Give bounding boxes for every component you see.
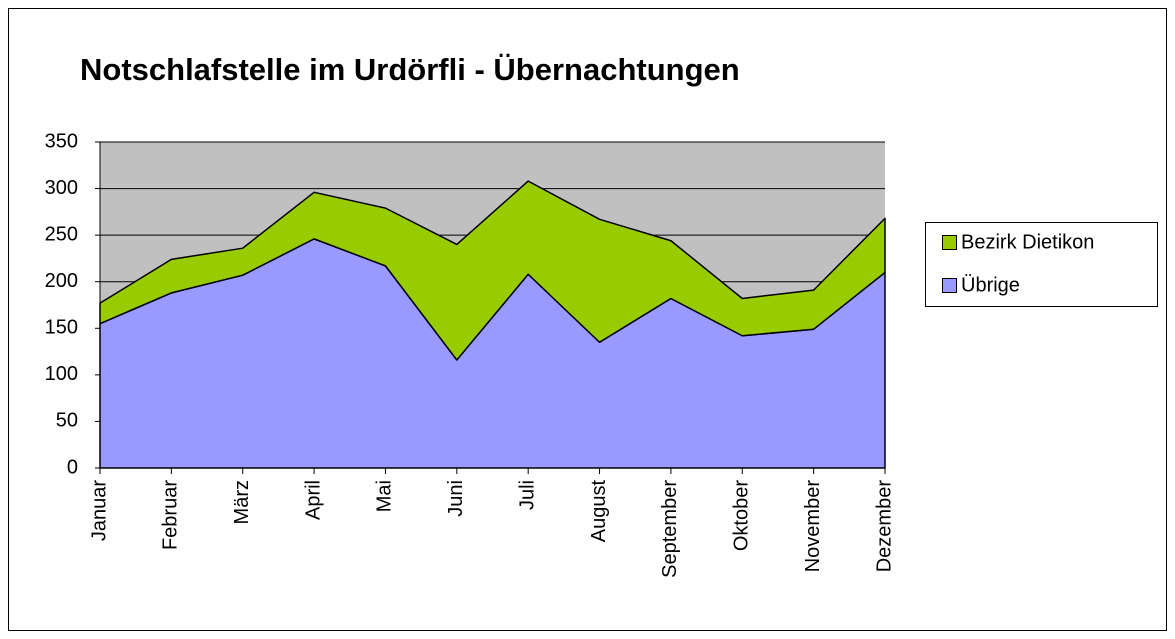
x-tick-label: September (659, 480, 681, 578)
y-tick-label: 50 (56, 410, 78, 432)
y-tick-label: 350 (45, 130, 78, 152)
area (99, 180, 886, 361)
x-tick-label: Februar (160, 480, 182, 550)
y-tick-label: 300 (45, 177, 78, 199)
legend-label: Übrige (961, 274, 1020, 296)
x-tick-label: Januar (88, 480, 110, 541)
y-tick-label: 100 (45, 363, 78, 385)
x-tick-label: Mai (374, 480, 396, 512)
chart-title: Notschlafstelle im Urdörfli - Übernachtu… (80, 52, 740, 87)
x-tick-label: Juni (445, 480, 467, 517)
x-tick-label: Dezember (873, 480, 895, 573)
x-tick-label: Juli (516, 480, 538, 510)
legend-swatch (942, 235, 957, 250)
legend-swatch (942, 278, 957, 293)
y-tick-label: 200 (45, 270, 78, 292)
x-tick-label: März (231, 480, 253, 524)
y-tick-label: 0 (67, 456, 78, 478)
x-tick-label: August (588, 480, 610, 543)
legend-label: Bezirk Dietikon (961, 231, 1094, 253)
legend (925, 222, 1158, 307)
y-tick-label: 250 (45, 223, 78, 245)
x-tick-label: Oktober (731, 480, 753, 551)
x-tick-label: November (802, 480, 824, 573)
y-tick-label: 150 (45, 317, 78, 339)
x-tick-label: April (302, 480, 324, 520)
